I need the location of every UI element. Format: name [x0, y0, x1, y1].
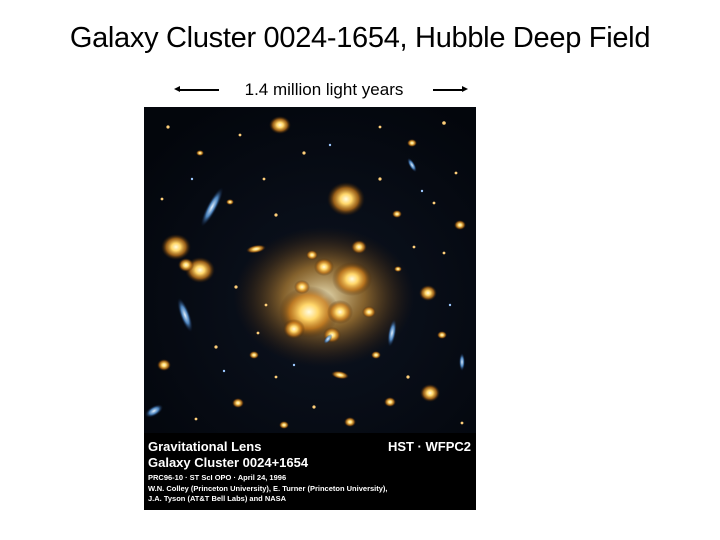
- caption-release: PRC96-10 · ST ScI OPO · April 24, 1996: [148, 473, 287, 482]
- galaxy-cluster-photo: Gravitational Lens HST · WFPC2 Galaxy Cl…: [144, 107, 476, 510]
- left-arrow-icon: [174, 86, 219, 92]
- scale-bar: 1.4 million light years: [174, 78, 468, 100]
- caption-credit-line-1: W.N. Colley (Princeton University), E. T…: [148, 484, 388, 493]
- caption-heading: Gravitational Lens: [148, 439, 262, 454]
- caption-subject: Galaxy Cluster 0024+1654: [148, 455, 309, 470]
- slide-title: Galaxy Cluster 0024-1654, Hubble Deep Fi…: [69, 22, 651, 54]
- caption-credit-line-2: J.A. Tyson (AT&T Bell Labs) and NASA: [148, 494, 287, 503]
- caption-instrument: HST · WFPC2: [387, 439, 471, 454]
- scale-label: 1.4 million light years: [244, 80, 404, 99]
- galaxy-field-image: [144, 107, 476, 433]
- photo-caption: Gravitational Lens HST · WFPC2 Galaxy Cl…: [144, 433, 476, 510]
- right-arrow-icon: [433, 86, 468, 92]
